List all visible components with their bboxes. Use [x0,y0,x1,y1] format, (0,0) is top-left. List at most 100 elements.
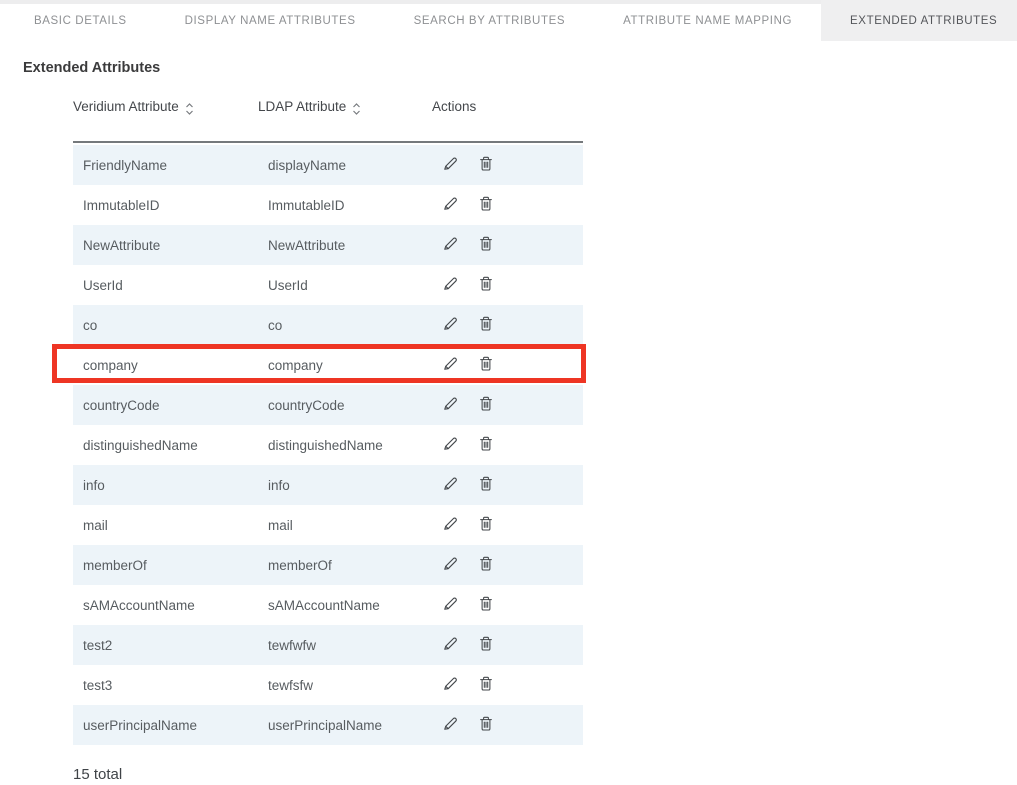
delete-button[interactable] [476,193,496,217]
actions-cell [432,553,583,577]
trash-icon [478,475,494,495]
veridium-attribute-cell: mail [73,518,258,533]
column-header-actions: Actions [432,98,583,141]
delete-button[interactable] [476,313,496,337]
trash-icon [478,675,494,695]
delete-button[interactable] [476,673,496,697]
table-header-row: Veridium Attribute LDAP Attribute Action… [73,98,583,143]
pencil-icon [442,515,459,535]
pencil-icon [442,355,459,375]
table-row: distinguishedName distinguishedName [73,425,583,465]
actions-cell [432,233,583,257]
delete-button[interactable] [476,233,496,257]
edit-button[interactable] [440,353,461,377]
pencil-icon [442,715,459,735]
sort-icon[interactable] [352,102,361,116]
column-header-veridium-attribute[interactable]: Veridium Attribute [73,98,258,141]
total-count-label: 15 total [73,766,1017,783]
veridium-attribute-cell: company [73,358,258,373]
tab-basic-details[interactable]: BASIC DETAILS [5,0,156,41]
delete-button[interactable] [476,273,496,297]
tab-label: ATTRIBUTE NAME MAPPING [623,15,792,27]
delete-button[interactable] [476,393,496,417]
page-title: Extended Attributes [23,60,1017,76]
actions-cell [432,393,583,417]
edit-button[interactable] [440,633,461,657]
edit-button[interactable] [440,313,461,337]
edit-button[interactable] [440,233,461,257]
ldap-attribute-cell: info [258,478,432,493]
veridium-attribute-cell: test2 [73,638,258,653]
edit-button[interactable] [440,593,461,617]
ldap-attribute-cell: userPrincipalName [258,718,432,733]
table-body: FriendlyName displayName [73,145,583,745]
pencil-icon [442,635,459,655]
delete-button[interactable] [476,433,496,457]
delete-button[interactable] [476,633,496,657]
edit-button[interactable] [440,673,461,697]
table-row: memberOf memberOf [73,545,583,585]
veridium-attribute-cell: ImmutableID [73,198,258,213]
delete-button[interactable] [476,553,496,577]
trash-icon [478,395,494,415]
edit-button[interactable] [440,153,461,177]
delete-button[interactable] [476,593,496,617]
pencil-icon [442,195,459,215]
edit-button[interactable] [440,473,461,497]
ldap-attribute-cell: tewfwfw [258,638,432,653]
trash-icon [478,435,494,455]
table-row: FriendlyName displayName [73,145,583,185]
pencil-icon [442,235,459,255]
extended-attributes-table: Veridium Attribute LDAP Attribute Action… [73,98,583,745]
actions-cell [432,193,583,217]
table-row: countryCode countryCode [73,385,583,425]
delete-button[interactable] [476,513,496,537]
actions-cell [432,313,583,337]
delete-button[interactable] [476,153,496,177]
table-row: NewAttribute NewAttribute [73,225,583,265]
pencil-icon [442,395,459,415]
trash-icon [478,155,494,175]
trash-icon [478,595,494,615]
tab-display-name-attributes[interactable]: DISPLAY NAME ATTRIBUTES [156,0,385,41]
table-row: mail mail [73,505,583,545]
edit-button[interactable] [440,273,461,297]
actions-cell [432,513,583,537]
edit-button[interactable] [440,553,461,577]
trash-icon [478,555,494,575]
ldap-attribute-cell: ImmutableID [258,198,432,213]
delete-button[interactable] [476,473,496,497]
actions-cell [432,633,583,657]
delete-button[interactable] [476,713,496,737]
ldap-attribute-cell: company [258,358,432,373]
ldap-attribute-cell: tewfsfw [258,678,432,693]
actions-cell [432,273,583,297]
edit-button[interactable] [440,193,461,217]
edit-button[interactable] [440,513,461,537]
table-row: userPrincipalName userPrincipalName [73,705,583,745]
table-row: test2 tewfwfw [73,625,583,665]
ldap-attribute-cell: displayName [258,158,432,173]
tab-label: SEARCH BY ATTRIBUTES [414,15,566,27]
sort-icon[interactable] [185,102,194,116]
veridium-attribute-cell: memberOf [73,558,258,573]
trash-icon [478,195,494,215]
tab-label: DISPLAY NAME ATTRIBUTES [185,15,356,27]
edit-button[interactable] [440,713,461,737]
actions-cell [432,593,583,617]
tab-label: BASIC DETAILS [34,15,127,27]
delete-button[interactable] [476,353,496,377]
trash-icon [478,315,494,335]
tab-search-by-attributes[interactable]: SEARCH BY ATTRIBUTES [385,0,595,41]
edit-button[interactable] [440,393,461,417]
table-row: sAMAccountName sAMAccountName [73,585,583,625]
column-header-label: Veridium Attribute [73,99,179,114]
pencil-icon [442,435,459,455]
column-header-ldap-attribute[interactable]: LDAP Attribute [258,98,432,141]
ldap-attribute-cell: memberOf [258,558,432,573]
tab-attribute-name-mapping[interactable]: ATTRIBUTE NAME MAPPING [594,0,821,41]
edit-button[interactable] [440,433,461,457]
tab-extended-attributes[interactable]: EXTENDED ATTRIBUTES [821,0,1017,41]
table-row: company company [73,345,583,385]
trash-icon [478,355,494,375]
